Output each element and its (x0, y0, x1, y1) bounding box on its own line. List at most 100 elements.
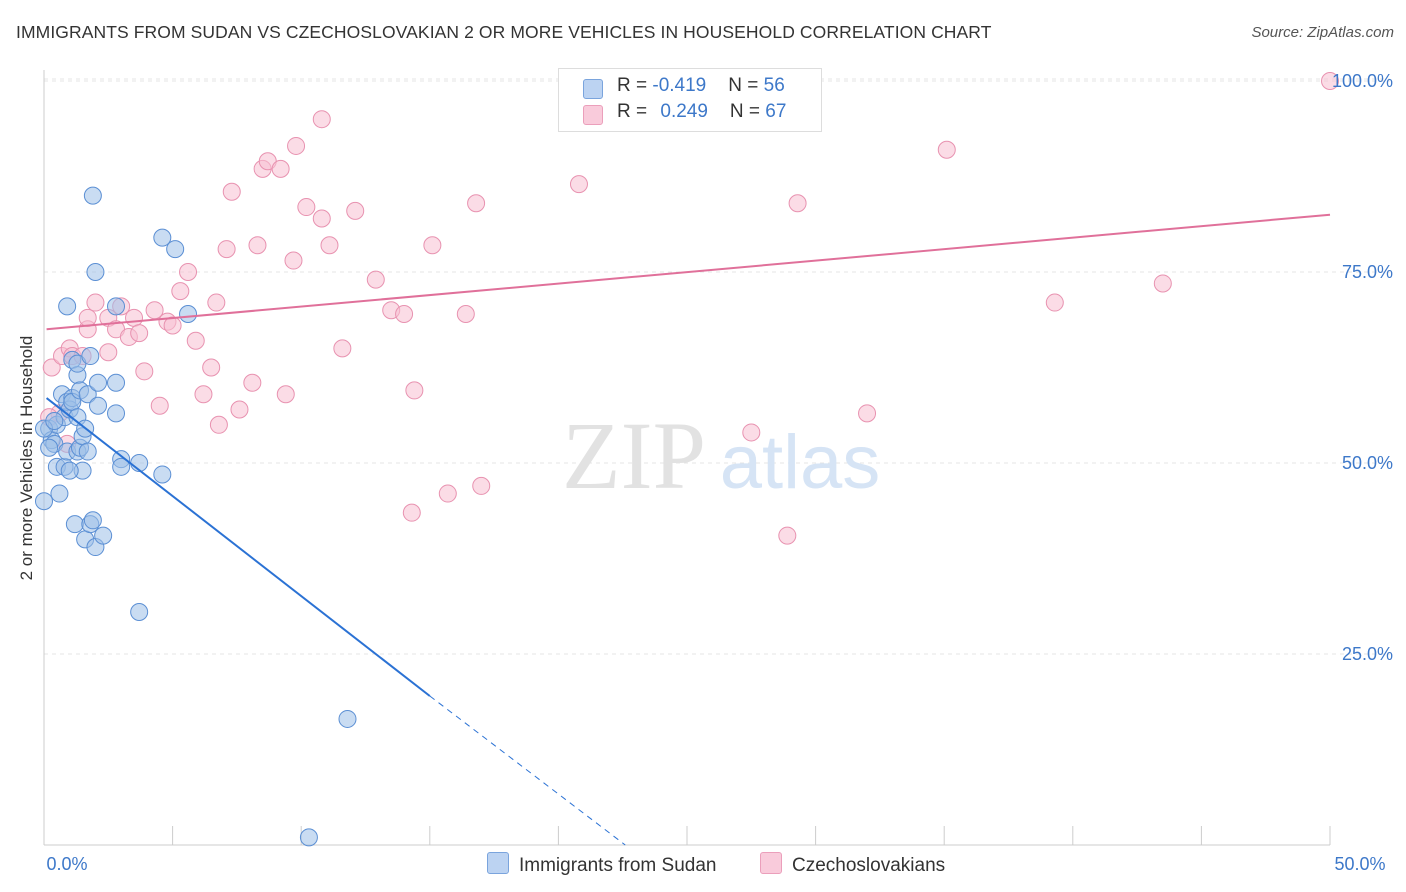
sudan-point (35, 492, 53, 511)
czech-point (467, 194, 486, 213)
czech-point (99, 343, 118, 362)
sudan-point (83, 186, 102, 205)
trend-line-sudan-extension (429, 695, 626, 846)
chart-title: IMMIGRANTS FROM SUDAN VS CZECHOSLOVAKIAN… (16, 22, 992, 42)
legend-r-value-sudan: -0.419 (652, 75, 707, 96)
czech-point (1321, 72, 1339, 90)
czech-point (472, 476, 491, 495)
czech-point (402, 503, 421, 522)
czech-point (287, 136, 306, 155)
czech-point (333, 339, 352, 358)
sudan-point (112, 457, 131, 476)
trend-lines (45, 213, 1331, 846)
bottom-legend-label-sudan: Immigrants from Sudan (519, 855, 717, 876)
czech-point (297, 198, 316, 217)
legend-r-value-czech: 0.249 (660, 101, 708, 122)
sudan-point (338, 709, 357, 728)
czech-point (1153, 274, 1172, 293)
sudan-point (130, 602, 149, 621)
y-tick-label: 75.0% (1342, 262, 1393, 282)
bottom-legend-czech[interactable]: Czechoslovakians (760, 852, 945, 877)
czech-point (171, 282, 190, 301)
y-tick-label: 25.0% (1342, 644, 1393, 664)
y-tick-label: 50.0% (1342, 453, 1393, 473)
czech-point (1045, 293, 1064, 312)
sudan-point (65, 515, 84, 534)
legend-n-label-sudan: N = (728, 75, 764, 96)
trend-line-sudan (45, 397, 431, 697)
legend-swatch-czech (583, 105, 603, 125)
czech-point (243, 373, 262, 392)
y-axis-label: 2 or more Vehicles in Household (17, 335, 36, 581)
sudan-point (60, 461, 79, 480)
czech-point (135, 362, 154, 381)
legend-swatch-sudan (583, 79, 603, 99)
axes (43, 70, 1331, 846)
czech-point (202, 358, 221, 377)
czech-point (163, 316, 182, 335)
czech-point (230, 400, 249, 419)
czech-point (248, 236, 267, 255)
chart-source: Source: ZipAtlas.com (1251, 24, 1394, 41)
czech-point (86, 293, 105, 312)
series-immigrants-from-sudan (35, 186, 357, 847)
sudan-point (83, 511, 102, 530)
czech-point (395, 305, 414, 324)
czech-point (778, 526, 797, 545)
sudan-point (86, 263, 105, 281)
czech-point (207, 293, 226, 312)
czech-point (130, 324, 149, 343)
czech-point (366, 270, 385, 289)
czech-point (742, 423, 761, 442)
sudan-point (89, 396, 108, 415)
czech-point (179, 263, 198, 281)
sudan-point (107, 373, 126, 392)
czech-point (217, 240, 236, 259)
sudan-point (50, 484, 69, 503)
sudan-point (166, 240, 185, 259)
sudan-point (78, 385, 97, 404)
x-tick-label-max: 50.0% (1334, 854, 1385, 874)
sudan-point (179, 305, 198, 324)
czech-point (271, 159, 290, 178)
czech-point (186, 331, 205, 350)
bottom-legend-label-czech: Czechoslovakians (792, 855, 946, 876)
trend-line-czech (46, 213, 1331, 331)
czech-point (405, 381, 424, 400)
legend-n-value-czech: 67 (765, 101, 787, 122)
czech-point (194, 385, 213, 404)
sudan-point (81, 347, 100, 366)
sudan-point (78, 442, 97, 461)
stats-legend: R = -0.419 N = 56 R = 0.249 N = 67 (558, 68, 822, 132)
czech-point (42, 358, 61, 377)
czech-point (284, 251, 303, 270)
y-tick-label: 100.0% (1332, 71, 1393, 91)
sudan-point (107, 404, 126, 423)
czech-point (423, 236, 442, 255)
czech-point (312, 110, 331, 129)
legend-r-label-sudan: R = (617, 75, 653, 96)
bottom-legend-sudan[interactable]: Immigrants from Sudan (487, 852, 716, 877)
gridlines (44, 78, 1390, 655)
czech-point (312, 209, 331, 228)
sudan-point (153, 228, 172, 247)
czech-point (788, 194, 807, 213)
sudan-point (299, 828, 318, 847)
czech-point (276, 385, 295, 404)
czech-point (209, 415, 228, 434)
bottom-legend-swatch-czech (760, 852, 782, 874)
czech-point (346, 201, 365, 220)
sudan-point (45, 411, 64, 430)
sudan-point (153, 465, 172, 484)
sudan-point (89, 373, 108, 392)
sudan-point (107, 297, 126, 316)
sudan-point (58, 297, 77, 316)
watermark-zip: ZIP (562, 402, 706, 509)
bottom-legend-swatch-sudan (487, 852, 509, 874)
czech-point (320, 236, 339, 255)
sudan-point (94, 526, 113, 545)
czech-point (125, 308, 144, 327)
x-tick-label-min: 0.0% (46, 854, 87, 874)
czech-point (78, 308, 97, 327)
